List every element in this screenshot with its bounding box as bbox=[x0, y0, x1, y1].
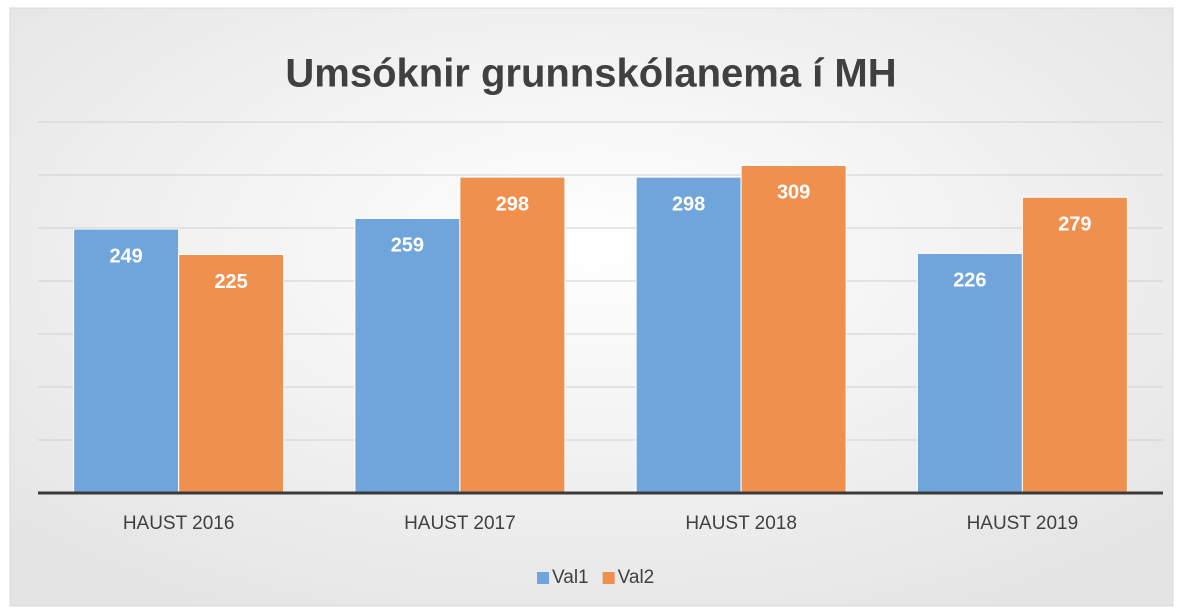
data-label: 298 bbox=[496, 193, 529, 215]
data-label: 279 bbox=[1058, 214, 1091, 236]
data-label: 225 bbox=[214, 271, 247, 293]
data-label: 259 bbox=[391, 235, 424, 257]
legend-label: Val1 bbox=[552, 567, 589, 588]
data-label: 226 bbox=[953, 270, 986, 292]
bar bbox=[178, 254, 285, 494]
x-tick-label: HAUST 2017 bbox=[404, 513, 516, 534]
legend-swatch bbox=[602, 572, 615, 584]
bar bbox=[916, 252, 1023, 494]
x-tick-label: HAUST 2018 bbox=[685, 513, 797, 534]
legend-swatch bbox=[537, 572, 549, 584]
bar bbox=[635, 176, 742, 494]
chart-title: Umsóknir grunnskólanema í MH bbox=[285, 52, 896, 96]
x-tick-label: HAUST 2019 bbox=[967, 513, 1079, 534]
bar bbox=[740, 164, 847, 494]
data-label: 309 bbox=[777, 182, 810, 204]
bar bbox=[1021, 196, 1128, 494]
bar bbox=[459, 176, 566, 494]
bar bbox=[354, 217, 461, 494]
x-tick-label: HAUST 2016 bbox=[123, 513, 235, 534]
legend-label: Val2 bbox=[618, 567, 655, 588]
data-label: 249 bbox=[109, 245, 142, 267]
data-label: 298 bbox=[672, 193, 705, 215]
bar bbox=[73, 228, 180, 494]
